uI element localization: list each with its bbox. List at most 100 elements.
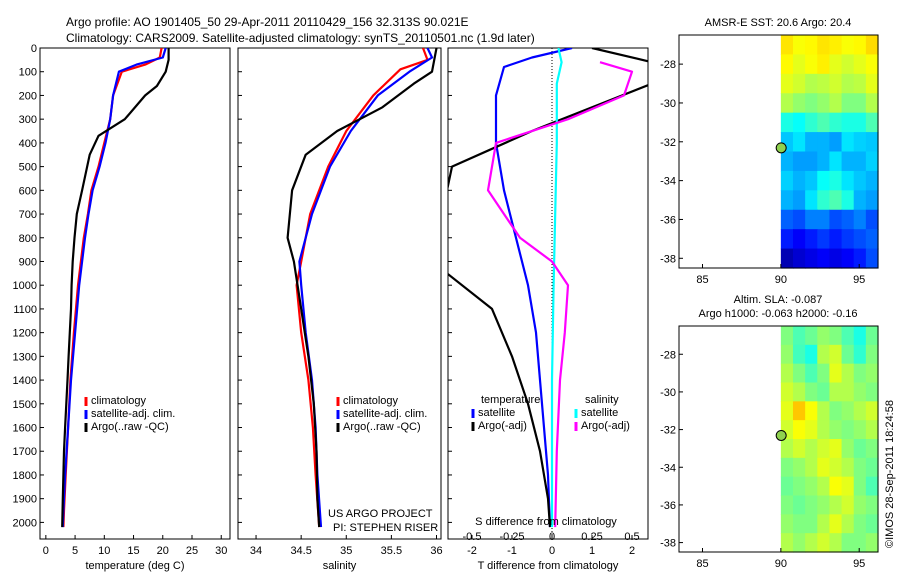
heatmap-cell [817, 495, 831, 515]
y-tick-label: 500 [19, 162, 37, 174]
x-tick-label: 5 [72, 545, 78, 557]
map-y-tick-label: -30 [660, 387, 676, 399]
heatmap-cell [792, 495, 806, 515]
y-tick-label: 300 [19, 114, 37, 126]
x-tick-label: -1 [507, 545, 517, 557]
heatmap-cell [841, 401, 855, 421]
heatmap-cell [829, 112, 843, 133]
secondary-tick-label: -0.5 [463, 531, 482, 543]
heatmap-cell [817, 93, 831, 114]
x-tick-label: -2 [467, 545, 477, 557]
heatmap-cell [841, 326, 855, 346]
heatmap-cell [841, 439, 855, 459]
heatmap-cell [841, 54, 855, 75]
heatmap-cell [829, 151, 843, 172]
y-tick-label: 700 [19, 209, 37, 221]
heatmap-cell [817, 344, 831, 365]
heatmap-cell [817, 248, 831, 269]
heatmap-cell [780, 457, 794, 478]
heatmap-cell [865, 401, 879, 421]
y-tick-label: 2000 [13, 517, 37, 529]
heatmap-cell [817, 401, 831, 421]
heatmap-cell [792, 229, 806, 250]
x-tick-label: 2 [629, 545, 635, 557]
y-tick-label: 200 [19, 90, 37, 102]
difference-panel: -2 -1 0 1 2 T difference from climatology temp… [447, 47, 649, 572]
heatmap-cell [853, 132, 867, 153]
y-tick-label: 1600 [13, 423, 37, 435]
y-tick-label: 1400 [13, 375, 37, 387]
heatmap-cell [841, 533, 855, 553]
plot-frame [39, 47, 231, 540]
heatmap-cell [841, 151, 855, 172]
heatmap-cell [817, 73, 831, 94]
legend-label: Argo(..raw -QC) [91, 421, 169, 433]
heatmap-cell [792, 73, 806, 94]
map-y-tick-label: -38 [660, 253, 676, 265]
heatmap-cell [780, 326, 794, 346]
heatmap-cell [853, 533, 867, 553]
heatmap-cell [780, 35, 794, 56]
heatmap-cell [853, 382, 867, 402]
y-tick-label: 1000 [13, 280, 37, 292]
heatmap-cell [865, 132, 879, 153]
heatmap-cell [865, 514, 879, 534]
heatmap-cell [792, 363, 806, 384]
map-y-tick-label: -32 [660, 425, 676, 437]
map-y-tick-label: -30 [660, 98, 676, 110]
heatmap-cell [865, 533, 879, 553]
heatmap-cell [865, 151, 879, 172]
heatmap-cell [841, 363, 855, 384]
heatmap-cell [792, 533, 806, 553]
heatmap-cell [841, 190, 855, 211]
heatmap-cell [841, 457, 855, 478]
heatmap-cell [829, 248, 843, 269]
y-tick-label: 800 [19, 233, 37, 245]
y-tick-label: 1900 [13, 494, 37, 506]
heatmap-cell [780, 476, 794, 497]
heatmap-cell [792, 93, 806, 114]
project-credit: US ARGO PROJECT [328, 508, 433, 520]
heatmap-cell [829, 93, 843, 114]
legend-label: satellite-adj. clim. [91, 408, 175, 420]
y-tick-label: 1300 [13, 351, 37, 363]
x-axis-label: T difference from climatology [478, 560, 619, 572]
heatmap-cell [817, 326, 831, 346]
sst-map-panel: 85 90 95 -28 -30 -32 -34 -36 -38 AMSR-E SST: 20.6… [660, 17, 879, 286]
heatmap-cell [853, 476, 867, 497]
heatmap-cell [805, 54, 818, 75]
heatmap-cell [853, 363, 867, 384]
plot-frame [447, 47, 649, 540]
map-x-tick-label: 90 [775, 558, 787, 570]
legend-label: Argo(-adj) [478, 420, 527, 432]
heatmap-cell [853, 401, 867, 421]
heatmap-cell [792, 420, 806, 440]
map-x-tick-label: 85 [696, 274, 708, 286]
series-group [448, 48, 648, 539]
heatmap-cell [805, 73, 818, 94]
heatmap-cell [805, 401, 818, 421]
y-tick-label: 400 [19, 138, 37, 150]
heatmap-cell [865, 326, 879, 346]
heatmap-cell [865, 476, 879, 497]
legend-label: Argo(-adj) [581, 420, 630, 432]
y-tick-label: 100 [19, 67, 37, 79]
heatmap-cell [829, 476, 843, 497]
legend-label: climatology [91, 395, 147, 407]
map-y-tick-label: -36 [660, 214, 676, 226]
y-tick-label: 1200 [13, 328, 37, 340]
heatmap-cell [817, 229, 831, 250]
heatmap-cell [841, 420, 855, 440]
heatmap-cell [805, 457, 818, 478]
heatmap-cell [853, 35, 867, 56]
heatmap-cell [817, 514, 831, 534]
series-line [494, 48, 573, 528]
heatmap-cell [805, 112, 818, 133]
legend-label: satellite [478, 407, 515, 419]
y-tick-label: 1800 [13, 470, 37, 482]
secondary-axis-label: S difference from climatology [475, 516, 617, 528]
heatmap-cell [841, 476, 855, 497]
legend-header-temperature: temperature [481, 394, 540, 406]
sla-map-title: Altim. SLA: -0.087 [734, 294, 823, 306]
